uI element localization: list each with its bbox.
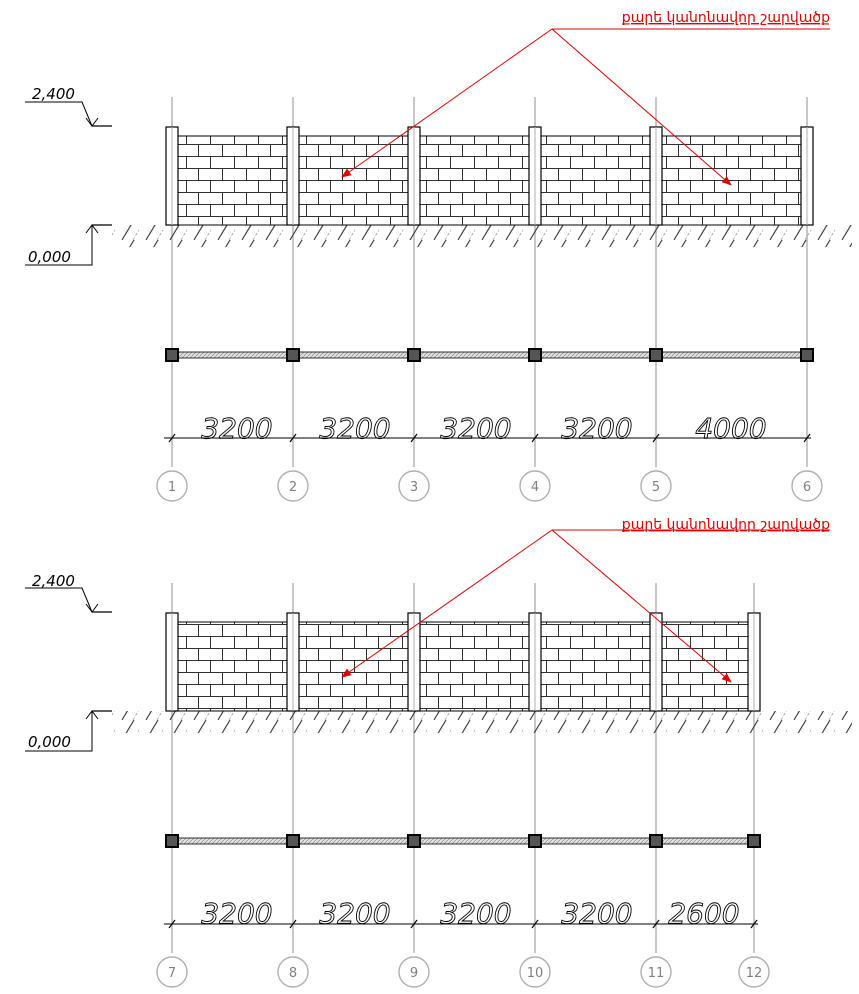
axis-bubble [277, 956, 309, 988]
brick-panel [661, 621, 749, 712]
dimension-tick [410, 919, 418, 929]
dimension-tick [803, 433, 811, 443]
masonry-note: քարե կանոնավոր շարվածք [622, 517, 830, 533]
span-label-2: 3200 [319, 412, 390, 445]
axis-bubble [640, 956, 672, 988]
axis-label-3: 3 [410, 480, 418, 495]
plan-post [649, 834, 663, 848]
level-top-label: 2,400 [32, 85, 75, 103]
dimension-tick [168, 433, 176, 443]
brick-panel [177, 621, 288, 712]
level-top-label: 2,400 [32, 572, 75, 590]
axis-bubble [519, 470, 551, 502]
plan-post [528, 834, 542, 848]
brick-panel [177, 135, 288, 226]
span-label-3: 3200 [440, 412, 511, 445]
span-label-5: 2600 [668, 897, 739, 930]
brick-panel [298, 621, 409, 712]
fence-section-1: 2,400 0,000 քարե կանոնավոր շարվածք 1 2 3… [25, 10, 852, 502]
plan-post [649, 348, 663, 362]
axis-label-9: 9 [410, 966, 418, 981]
level-ground-label: 0,000 [28, 733, 71, 751]
plan-post [286, 348, 300, 362]
dimension-tick [750, 919, 758, 929]
brick-panel [540, 135, 651, 226]
axis-label-5: 5 [652, 480, 660, 495]
level-ground-leader [25, 225, 93, 266]
ground-hatch [112, 225, 852, 247]
brick-panel [419, 621, 530, 712]
dimension-tick [410, 433, 418, 443]
dimension-tick [531, 919, 539, 929]
axis-bubble [398, 956, 430, 988]
note-leader-arrow [551, 28, 732, 186]
axis-label-1: 1 [168, 480, 176, 495]
axis-bubble [519, 956, 551, 988]
axis-bubble [277, 470, 309, 502]
level-ground-label: 0,000 [28, 248, 71, 266]
axis-label-11: 11 [648, 966, 665, 981]
fence-section-2: 2,400 0,000 քարե կանոնավոր շարվածք 7 8 9… [25, 517, 852, 988]
span-label-5: 4000 [695, 412, 766, 445]
level-top-leader [25, 587, 93, 613]
axis-label-10: 10 [527, 966, 544, 981]
span-label-4: 3200 [561, 412, 632, 445]
axis-bubble [156, 470, 188, 502]
axis-label-12: 12 [746, 966, 763, 981]
plan-post [165, 348, 179, 362]
axis-bubble [791, 470, 823, 502]
note-leader-arrow [341, 28, 553, 178]
ground-hatch [112, 711, 852, 733]
dimension-tick [531, 433, 539, 443]
plan-post [407, 348, 421, 362]
plan-post [528, 348, 542, 362]
axis-label-8: 8 [289, 966, 297, 981]
axis-label-2: 2 [289, 480, 297, 495]
plan-post [286, 834, 300, 848]
axis-label-4: 4 [531, 480, 539, 495]
plan-post [407, 834, 421, 848]
plan-post [800, 348, 814, 362]
axis-bubble [738, 956, 770, 988]
level-top-leader [25, 101, 93, 127]
dimension-tick [652, 433, 660, 443]
brick-panel [540, 621, 651, 712]
span-label-4: 3200 [561, 897, 632, 930]
axis-label-6: 6 [803, 480, 811, 495]
plan-beam [171, 351, 808, 359]
plan-post [747, 834, 761, 848]
span-label-3: 3200 [440, 897, 511, 930]
note-leader-arrow [551, 529, 732, 683]
brick-panel [419, 135, 530, 226]
masonry-note: քարե կանոնավոր շարվածք [622, 10, 830, 26]
dimension-tick [289, 433, 297, 443]
axis-bubble [398, 470, 430, 502]
plan-beam [171, 837, 755, 845]
level-ground-leader [25, 711, 93, 752]
axis-label-7: 7 [168, 966, 176, 981]
dimension-tick [652, 919, 660, 929]
plan-post [165, 834, 179, 848]
note-leader-arrow [341, 529, 553, 678]
axis-bubble [156, 956, 188, 988]
brick-panel [661, 135, 802, 226]
axis-bubble [640, 470, 672, 502]
brick-panel [298, 135, 409, 226]
span-label-1: 3200 [201, 412, 272, 445]
dimension-tick [289, 919, 297, 929]
span-label-2: 3200 [319, 897, 390, 930]
span-label-1: 3200 [201, 897, 272, 930]
dimension-tick [168, 919, 176, 929]
